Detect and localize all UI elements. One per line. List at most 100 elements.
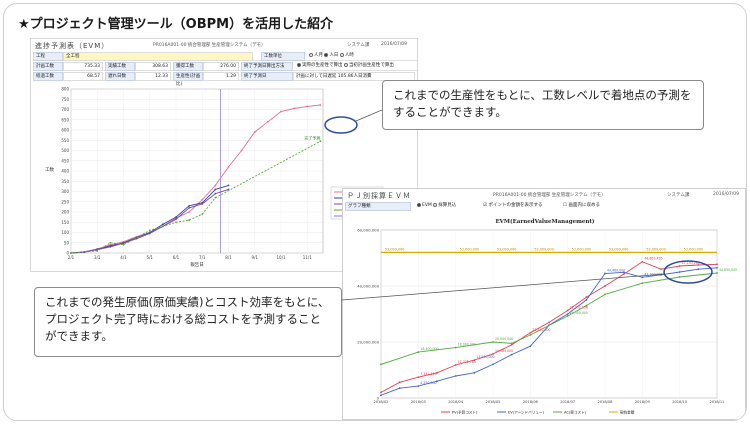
process-select[interactable]: 全工程 xyxy=(63,52,253,61)
data-point xyxy=(214,184,217,187)
data-point xyxy=(678,271,681,273)
data-point xyxy=(604,272,606,275)
data-point xyxy=(604,285,606,287)
contract-label: 52,000,000 xyxy=(534,247,553,251)
data-point xyxy=(96,248,99,251)
radio-icon[interactable] xyxy=(417,202,421,207)
data-point xyxy=(585,304,588,307)
pj-profit-evm-screenshot: ＰＪ別採算ＥＶＭ PR016A001-00 統合管理部 生産管理システム（デモ）… xyxy=(342,188,746,420)
radio-icon[interactable] xyxy=(309,52,313,57)
data-point xyxy=(380,394,382,397)
data-point xyxy=(148,229,151,232)
graph-type-label: グラフ種類 xyxy=(345,202,411,211)
data-point xyxy=(510,343,513,346)
x-tick-label: 6/1 xyxy=(173,255,180,260)
data-point xyxy=(227,188,230,191)
x-tick-label: 2018/04 xyxy=(448,400,464,404)
data-point xyxy=(227,184,230,187)
y-tick-label: 300 xyxy=(61,189,69,194)
radio-icon[interactable] xyxy=(324,52,329,57)
data-point xyxy=(473,359,476,362)
legend-label: 契約金額 xyxy=(620,410,635,415)
data-point xyxy=(678,265,681,267)
chart-title: EVM(EarnedValueManagement) xyxy=(495,218,594,225)
y-tick-label: 350 xyxy=(61,179,69,184)
data-point xyxy=(319,104,322,106)
contract-label: 52,000,000 xyxy=(646,247,665,251)
point-label: 13,530,000 xyxy=(476,355,494,359)
point-label: 23,275,000 xyxy=(532,328,550,332)
ac-value: 308.63 xyxy=(135,62,171,71)
radio-icon[interactable] xyxy=(339,52,344,57)
show-amount-checkbox[interactable]: ☑ ポイントの金額を表示する xyxy=(483,203,543,208)
x-tick-label: 11/1 xyxy=(303,255,312,260)
ac-label: 実績工数 xyxy=(105,62,135,71)
x-tick-label: 10/1 xyxy=(277,255,286,260)
data-point xyxy=(510,353,513,356)
elapsed-label: 経過工数 xyxy=(33,72,63,81)
data-point xyxy=(492,363,494,366)
plot-area xyxy=(380,229,718,399)
x-tick-label: 4/1 xyxy=(120,255,127,260)
data-point xyxy=(96,250,99,252)
process-label: 工程 xyxy=(33,52,63,61)
y-tick-label: 550 xyxy=(61,138,69,143)
unit-radio-group[interactable]: 人月 人日 人時 xyxy=(307,52,354,61)
data-point xyxy=(135,237,138,240)
point-label: 20,000,000 xyxy=(495,337,513,341)
data-point xyxy=(188,204,191,207)
effort-forecast-chart: 0 50 100 150 200 250 300 350 400 450 500 550 600 650 7… xyxy=(45,87,384,268)
y-tick-label: 650 xyxy=(61,117,69,122)
radio-label: 採算見込 xyxy=(438,203,457,208)
y-tick-label: 50 xyxy=(64,240,70,245)
graph-type-radio-group[interactable]: EVM 採算見込 xyxy=(415,202,456,211)
y-tick-label: 200 xyxy=(61,210,69,215)
data-point xyxy=(109,245,112,248)
data-point xyxy=(122,242,125,245)
legend: PV(予算コスト) EV(アーンドバリュー) AC(実コスト) 契約金額 xyxy=(441,410,635,415)
data-point xyxy=(201,202,204,205)
radio-icon[interactable] xyxy=(343,62,348,67)
x-tick-label: 7/1 xyxy=(199,255,206,260)
y-tick-label: 20,000,000 xyxy=(357,340,379,345)
data-point xyxy=(716,266,718,269)
x-axis-label: 報告日 xyxy=(190,261,204,268)
fit-screen-checkbox[interactable]: ☐ 画面内に収める xyxy=(563,203,600,208)
data-point xyxy=(585,296,588,299)
legend-label: EV(アーンドバリュー) xyxy=(508,410,544,415)
graph-options: グラフ種類 EVM 採算見込 ☑ ポイントの金額を表示する ☐ 画面内に収める xyxy=(345,202,743,211)
data-point xyxy=(175,221,177,224)
data-point xyxy=(380,391,382,394)
method-radio-group[interactable]: 実際の生産性で算出 当初計画生産性で算出 xyxy=(295,62,394,71)
point-label: 4,250,000 xyxy=(420,381,436,385)
x-tick-label: 8/1 xyxy=(225,255,232,260)
data-point xyxy=(188,207,191,209)
data-point xyxy=(293,107,296,110)
data-point xyxy=(510,342,513,345)
contract-label: 52,000,000 xyxy=(385,247,404,251)
y-tick-label: 800 xyxy=(61,87,69,92)
y-tick-label: 40,000,000 xyxy=(357,284,379,289)
form-row-effort: 計画工数 735.33 実績工数 308.63 獲得工数 276.00 終了予測… xyxy=(33,62,417,71)
y-tick-label: 250 xyxy=(61,199,69,204)
point-label: 11,775,769 xyxy=(458,360,476,364)
point-label: 47,143,260 xyxy=(682,261,700,265)
point-label: 15,764,000 xyxy=(495,349,513,353)
series-line xyxy=(70,140,321,254)
radio-icon[interactable] xyxy=(433,202,438,207)
data-point xyxy=(201,213,204,215)
method-label: 終了予測日算出方法 xyxy=(241,62,293,71)
data-point xyxy=(227,166,230,168)
screen-title: 進捗予測表（EVM） xyxy=(35,42,110,50)
point-label: 18,000,000 xyxy=(458,343,476,347)
data-point xyxy=(697,268,700,271)
form-row-process: 工程 全工程 工数単位 人月 人日 人時 xyxy=(33,52,417,61)
screen-menu: PR016A001-00 統合管理部 生産管理システム（デモ） xyxy=(153,43,266,48)
cost-evm-chart: EVM(EarnedValueManagement) 0 20,000,000 40,… xyxy=(357,218,737,415)
data-point xyxy=(641,260,644,263)
y-tick-label: 600 xyxy=(61,128,69,133)
radio-icon[interactable] xyxy=(297,62,301,67)
point-label: 44,650,000 xyxy=(719,268,737,272)
data-point xyxy=(473,371,476,374)
radio-label: 当初計画生産性で算出 xyxy=(348,63,394,68)
